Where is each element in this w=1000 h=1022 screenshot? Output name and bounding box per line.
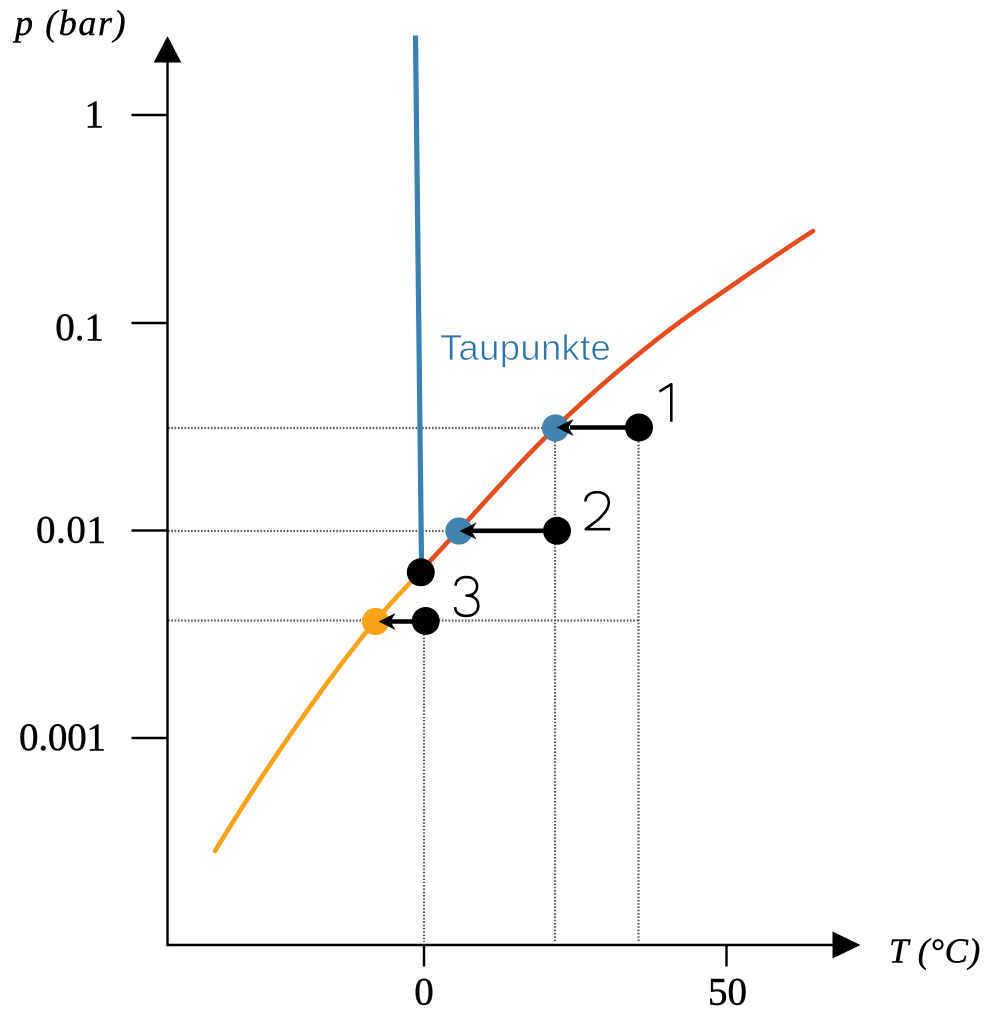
svg-text:0.001: 0.001	[19, 716, 106, 759]
svg-text:p (bar): p (bar)	[12, 3, 127, 43]
svg-text:0.01: 0.01	[36, 509, 106, 552]
svg-text:Taupunkte: Taupunkte	[440, 327, 611, 368]
svg-text:0.1: 0.1	[55, 306, 104, 349]
svg-text:0: 0	[414, 971, 434, 1014]
svg-text:1: 1	[85, 93, 105, 136]
svg-text:50: 50	[708, 971, 747, 1014]
svg-text:T (°C): T (°C)	[889, 932, 981, 971]
